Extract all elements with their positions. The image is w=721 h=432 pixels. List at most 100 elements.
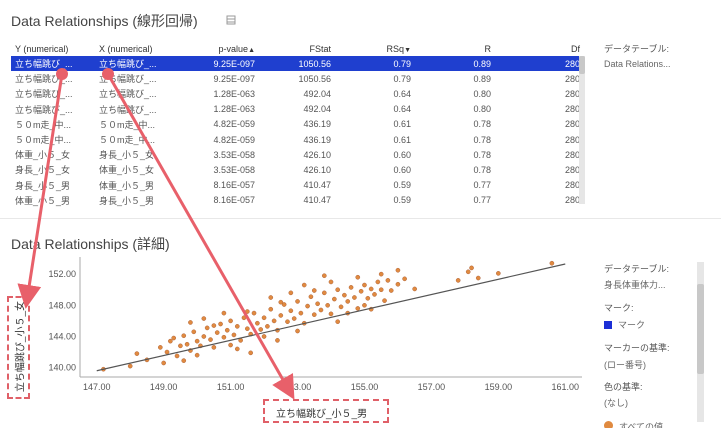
y-tick-label: 144.00: [48, 331, 76, 341]
col-header-rsq[interactable]: RSq▼: [386, 44, 411, 54]
cell-fstat: 492.04: [303, 104, 331, 115]
data-point: [378, 287, 384, 293]
cell-rsq: 0.64: [393, 104, 411, 115]
cell-df: 280: [564, 180, 580, 191]
x-tick-label: 159.00: [485, 382, 513, 392]
data-point: [231, 332, 237, 338]
data-point: [378, 271, 384, 277]
col-header-fstat[interactable]: FStat: [309, 44, 331, 54]
cell-r: 0.77: [473, 195, 491, 206]
cell-r: 0.77: [473, 180, 491, 191]
data-point: [271, 318, 277, 324]
data-point: [268, 295, 274, 300]
cell-pvalue: 1.28E-063: [213, 104, 255, 115]
table-row[interactable]: 身長_小５_女 体重_小５_女 3.53E-058 426.10 0.60 0.78 280: [11, 162, 584, 177]
data-point: [322, 273, 327, 279]
table-row[interactable]: 身長_小５_男 体重_小５_男 8.16E-057 410.47 0.59 0.77 280: [11, 178, 584, 193]
data-point: [221, 310, 227, 316]
cell-pvalue: 4.82E-059: [213, 134, 255, 145]
table-row[interactable]: 立ち幅跳び_... 立ち幅跳び_... 9.25E-097 1050.56 0.79 0.…: [11, 56, 584, 72]
data-point: [455, 278, 461, 283]
data-point: [281, 302, 287, 307]
data-point: [328, 311, 334, 317]
color-base-value[interactable]: (なし): [604, 398, 628, 408]
cell-pvalue: 1.28E-063: [213, 88, 255, 99]
data-point: [298, 310, 304, 316]
cell-r: 0.89: [415, 56, 495, 72]
data-point: [288, 290, 294, 296]
data-point: [181, 333, 187, 339]
data-point: [295, 299, 300, 304]
data-point: [395, 267, 401, 273]
data-point: [355, 274, 361, 280]
table-row[interactable]: 体重_小５_女 身長_小５_女 3.53E-058 426.10 0.60 0.78 280: [11, 147, 584, 162]
cell-y: 身長_小５_女: [15, 165, 71, 176]
table-row[interactable]: ５０m走_中... ５０m走_中... 4.82E-059 436.19 0.61 0.7…: [11, 117, 584, 132]
cell-fstat: 1050.56: [298, 73, 331, 84]
marker-value[interactable]: マーク: [604, 318, 645, 331]
cell-r: 0.80: [473, 104, 491, 115]
data-point: [255, 320, 260, 326]
data-point: [385, 278, 391, 283]
data-point: [308, 294, 314, 300]
data-point: [265, 324, 270, 329]
cell-df: 280: [564, 104, 580, 115]
data-point: [234, 324, 240, 329]
table-row[interactable]: ５０m走_中... ５０m走_中... 4.82E-059 436.19 0.61 0.7…: [11, 132, 584, 147]
col-header-x[interactable]: X (numerical): [99, 44, 153, 54]
table-scrollbar-thumb[interactable]: [579, 56, 585, 74]
marker-swatch-icon: [604, 320, 612, 329]
side-panel-scrollbar-thumb[interactable]: [697, 284, 704, 374]
color-base-label: 色の基準:: [604, 382, 643, 392]
col-header-y[interactable]: Y (numerical): [15, 44, 69, 54]
x-axis-highlight-box: [263, 399, 389, 423]
table-scrollbar[interactable]: [579, 56, 585, 204]
data-point: [465, 269, 471, 275]
cell-r: 0.89: [473, 73, 491, 84]
col-header-r[interactable]: R: [484, 44, 492, 54]
data-point: [234, 346, 240, 352]
cell-fstat: 426.10: [303, 164, 331, 175]
data-point: [335, 319, 340, 324]
data-point: [251, 310, 257, 316]
data-point: [127, 363, 133, 369]
cell-y: 身長_小５_男: [15, 180, 71, 191]
cell-y: 立ち幅跳び_...: [15, 104, 73, 115]
section-divider: [0, 218, 721, 219]
data-point: [362, 282, 367, 288]
data-point: [134, 351, 140, 356]
table-row[interactable]: 立ち幅跳び_... 立ち幅跳び_... 1.28E-063 492.04 0.64 0.8…: [11, 86, 584, 101]
sort-asc-icon: ▲: [248, 47, 255, 54]
scatter-chart[interactable]: 147.00 149.00 151.00 153.00 155.00 157.00 159.…: [0, 255, 600, 405]
cell-rsq: 0.59: [393, 195, 411, 206]
color-legend-item: すべての値: [604, 416, 663, 428]
panel-menu-icon[interactable]: [226, 15, 236, 25]
data-point: [315, 301, 320, 307]
x-tick-label: 155.00: [351, 382, 379, 392]
x-tick-label: 149.00: [150, 382, 178, 392]
cell-x: 立ち幅跳び_...: [99, 74, 157, 85]
data-point: [224, 327, 230, 333]
data-point: [335, 287, 340, 293]
x-tick-label: 157.00: [418, 382, 446, 392]
marker-base-value[interactable]: (ロー番号): [604, 360, 646, 370]
data-point: [158, 345, 163, 350]
table-row[interactable]: 立ち幅跳び_... 立ち幅跳び_... 9.25E-097 1050.56 0.79 0.…: [11, 71, 584, 86]
cell-rsq: 0.59: [393, 180, 411, 191]
col-header-pvalue[interactable]: p-value▲: [218, 44, 255, 54]
cell-df: 280: [495, 56, 584, 72]
bottom-section-title: Data Relationships (詳細): [11, 236, 170, 252]
side-panel-scrollbar[interactable]: [697, 262, 704, 422]
cell-y: ５０m走_中...: [15, 119, 72, 130]
cell-df: 280: [564, 88, 580, 99]
data-point: [174, 353, 180, 359]
cell-y: 立ち幅跳び_...: [15, 89, 73, 100]
cell-r: 0.78: [473, 134, 491, 145]
cell-y: 立ち幅跳び_...: [11, 56, 95, 72]
data-point: [168, 338, 173, 344]
data-point: [345, 299, 351, 304]
col-header-df[interactable]: Df: [571, 44, 580, 54]
data-point: [352, 295, 357, 300]
x-tick-label: 161.00: [552, 382, 580, 392]
cell-pvalue: 4.82E-059: [213, 119, 255, 130]
